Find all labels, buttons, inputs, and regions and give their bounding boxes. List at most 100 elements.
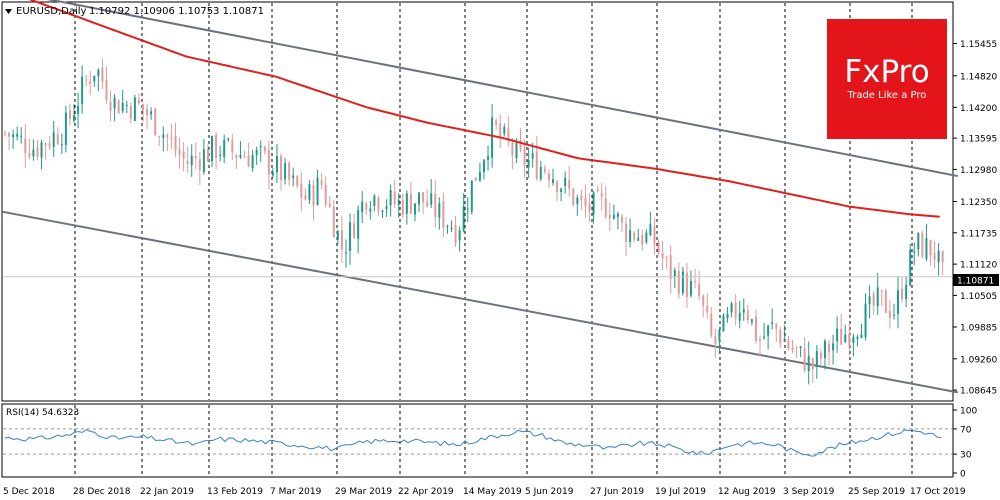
rsi-tick-label: 30 bbox=[960, 451, 972, 461]
candle-body bbox=[730, 303, 733, 313]
candle-body bbox=[779, 329, 782, 344]
candle-body bbox=[154, 108, 157, 135]
price-tick-label: 1.09885 bbox=[960, 323, 997, 333]
candle-body bbox=[117, 100, 120, 114]
candle-body bbox=[629, 230, 632, 243]
candle-body bbox=[121, 102, 124, 112]
candle-body bbox=[661, 253, 664, 259]
time-axis-label: 28 Dec 2018 bbox=[73, 487, 131, 497]
candle-body bbox=[791, 347, 794, 351]
candle-body bbox=[685, 272, 688, 297]
candle-body bbox=[515, 143, 518, 159]
candle-body bbox=[194, 156, 197, 159]
candle-body bbox=[56, 134, 59, 144]
rsi-level-lines bbox=[3, 428, 952, 455]
last-price-tag bbox=[953, 274, 999, 286]
candle-body bbox=[105, 79, 108, 100]
candle-body bbox=[312, 185, 315, 206]
candle-body bbox=[828, 343, 831, 353]
candle-body bbox=[754, 316, 757, 341]
candle-body bbox=[40, 142, 43, 158]
candle-body bbox=[142, 103, 145, 111]
rsi-tick-label: 100 bbox=[960, 407, 977, 417]
candle-body bbox=[328, 203, 331, 207]
candle-body bbox=[409, 193, 412, 214]
candle-body bbox=[211, 136, 214, 162]
candle-body bbox=[133, 97, 136, 122]
candle-body bbox=[868, 296, 871, 305]
candle-body bbox=[738, 312, 741, 321]
time-axis-label: 19 Jul 2019 bbox=[655, 487, 706, 497]
candle-body bbox=[16, 134, 19, 137]
ohlc-readout: 1.10792 1.10906 1.10753 1.10871 bbox=[89, 6, 264, 17]
candle-body bbox=[807, 356, 810, 371]
time-axis-label: 12 Aug 2019 bbox=[718, 487, 776, 497]
candle-body bbox=[405, 193, 408, 214]
price-channel bbox=[1, 0, 958, 394]
price-tick-label: 1.08645 bbox=[960, 387, 997, 397]
time-axis-label: 27 Jun 2019 bbox=[590, 487, 644, 497]
candle-body bbox=[235, 155, 238, 158]
candle-body bbox=[560, 188, 563, 192]
candle-body bbox=[125, 104, 128, 106]
candle-body bbox=[158, 136, 161, 138]
candle-body bbox=[734, 302, 737, 319]
price-axis: 1.15455 1.14820 1.14200 1.13595 1.12980 1.123… bbox=[953, 40, 997, 397]
candle-body bbox=[848, 334, 851, 346]
candle-body bbox=[892, 315, 895, 317]
candle-body bbox=[795, 347, 798, 349]
candle-body bbox=[852, 337, 855, 343]
candle-body bbox=[377, 197, 380, 211]
candle-body bbox=[840, 328, 843, 345]
candle-body bbox=[604, 198, 607, 217]
candle-body bbox=[823, 340, 826, 359]
time-axis-label: 7 Mar 2019 bbox=[270, 487, 322, 497]
price-tick-label: 1.14200 bbox=[960, 104, 997, 114]
price-panel-frame bbox=[1, 1, 954, 402]
candle-body bbox=[746, 310, 749, 321]
candle-body bbox=[620, 216, 623, 223]
candle-body bbox=[929, 239, 932, 256]
candle-body bbox=[219, 154, 222, 156]
rsi-label: RSI(14) 54.6323 bbox=[6, 408, 79, 418]
candle-body bbox=[20, 135, 23, 137]
candle-body bbox=[616, 213, 619, 217]
candle-body bbox=[344, 252, 347, 254]
candle-body bbox=[458, 230, 461, 241]
candle-body bbox=[564, 177, 567, 186]
moving-average-line bbox=[28, 0, 940, 218]
vertical-grid bbox=[74, 3, 913, 476]
candle-body bbox=[292, 175, 295, 179]
candle-body bbox=[803, 347, 806, 371]
candle-body bbox=[625, 223, 628, 243]
time-axis-label: 5 Dec 2018 bbox=[3, 487, 55, 497]
candle-body bbox=[190, 155, 193, 165]
time-axis: 5 Dec 2018 28 Dec 2018 22 Jan 2019 13 Feb 2… bbox=[3, 487, 966, 497]
candle-body bbox=[369, 208, 372, 212]
candle-body bbox=[454, 225, 457, 244]
candle-body bbox=[474, 177, 477, 181]
candle-body bbox=[608, 214, 611, 219]
candle-body bbox=[97, 69, 100, 77]
candle-body bbox=[450, 228, 453, 230]
candle-body bbox=[531, 153, 534, 159]
candle-body bbox=[905, 285, 908, 299]
symbol-dropdown-icon[interactable] bbox=[5, 9, 12, 14]
candle-body bbox=[714, 335, 717, 344]
price-tick-label: 1.09260 bbox=[960, 355, 997, 365]
candle-body bbox=[60, 143, 63, 145]
candle-body bbox=[68, 110, 71, 120]
candle-body bbox=[499, 123, 502, 137]
candle-body bbox=[856, 336, 859, 339]
candle-body bbox=[438, 203, 441, 218]
candle-body bbox=[267, 149, 270, 175]
candle-body bbox=[511, 142, 514, 156]
candle-body bbox=[288, 162, 291, 180]
candle-body bbox=[645, 232, 648, 243]
candle-body bbox=[109, 101, 112, 111]
candle-body bbox=[596, 189, 599, 192]
candle-body bbox=[653, 226, 656, 245]
time-axis-label: 22 Jan 2019 bbox=[140, 487, 194, 497]
candle-body bbox=[93, 75, 96, 82]
